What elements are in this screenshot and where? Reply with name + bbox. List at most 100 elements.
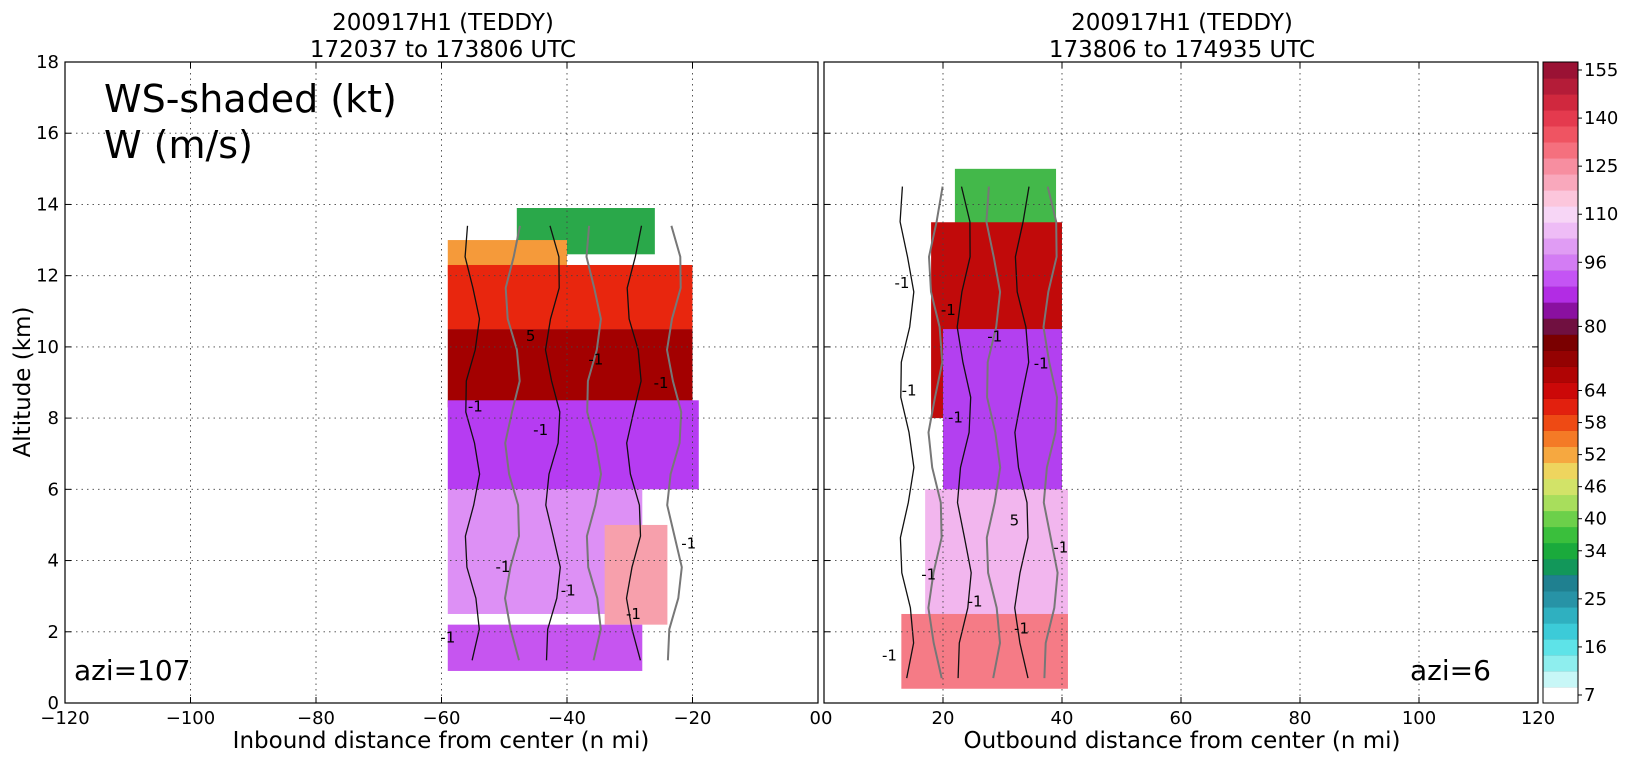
colorbar-swatch (1543, 94, 1578, 111)
y-tick-label: 10 (36, 337, 59, 358)
y-tick-label: 0 (48, 693, 59, 714)
field-layer-3 (447, 329, 693, 408)
colorbar-tick-label: 34 (1584, 541, 1607, 562)
field-layer-6 (604, 524, 668, 625)
contour-label: -1 (654, 374, 669, 392)
colorbar-swatch (1543, 142, 1578, 159)
x-tick-label: 0 (810, 708, 821, 729)
colorbar-swatch (1543, 494, 1578, 512)
x-tick-label: −40 (548, 708, 586, 729)
colorbar-tick-label: 7 (1584, 685, 1595, 706)
contour-label: 5 (526, 327, 536, 345)
contour-label: -1 (1034, 355, 1049, 373)
contour-label: -1 (941, 301, 956, 319)
colorbar-swatch (1543, 254, 1578, 271)
w-contour-3 (985, 186, 1002, 679)
x-tick-label: 40 (1051, 708, 1074, 729)
y-tick-label: 4 (48, 551, 59, 572)
colorbar-tick-label: 80 (1584, 316, 1607, 337)
colorbar-swatches (1543, 61, 1578, 704)
w-contour-0 (464, 225, 481, 661)
colorbar-swatch (1543, 638, 1578, 656)
colorbar-tick-label: 40 (1584, 509, 1607, 530)
vertical-velocity-contours (464, 225, 683, 661)
x-tick-label: 60 (1170, 708, 1193, 729)
panel-title-line2: 173806 to 174935 UTC (1049, 37, 1315, 63)
colorbar-swatch (1543, 526, 1578, 544)
colorbar-swatch (1543, 622, 1578, 640)
colorbar-swatch (1543, 158, 1578, 175)
y-tick-label: 12 (36, 266, 59, 287)
colorbar-tick-label: 25 (1584, 589, 1607, 610)
w-contour-5 (665, 225, 683, 661)
contour-label: -1 (1053, 539, 1068, 557)
colorbar-swatch (1543, 670, 1578, 688)
w-contour-1 (927, 186, 944, 679)
colorbar-swatch (1543, 430, 1578, 447)
grid (824, 62, 1538, 703)
field-layer-7 (447, 624, 643, 671)
colorbar-tick-label: 64 (1584, 381, 1607, 402)
y-tick-label: 2 (48, 622, 59, 643)
panel-inbound: 200917H1 (TEDDY) 172037 to 173806 UTC −1… (10, 10, 821, 754)
colorbar-swatch (1543, 462, 1578, 480)
colorbar-swatch (1543, 62, 1578, 79)
x-tick-label: −100 (166, 708, 215, 729)
annotation-ws: WS-shaded (kt) (104, 77, 397, 121)
colorbar-swatch (1543, 110, 1578, 127)
field-layer-4 (901, 613, 1068, 689)
contour-labels: -1 -1 -1 -1 -1 -1 -1 -1 -1 -1 5 -1 (882, 274, 1068, 664)
wind-speed-field (447, 208, 699, 671)
w-contour-4 (625, 225, 643, 661)
colorbar-swatch (1543, 174, 1578, 191)
colorbar-swatch (1543, 606, 1578, 624)
x-tick-label: 80 (1289, 708, 1312, 729)
contour-label: -1 (561, 581, 576, 599)
x-tick-label: −20 (674, 708, 712, 729)
colorbar-swatch (1543, 302, 1578, 319)
contour-label: -1 (468, 397, 483, 415)
x-tick-label: 20 (932, 708, 955, 729)
colorbar-tick-label: 52 (1584, 445, 1607, 466)
colorbar-swatch (1543, 446, 1578, 464)
contour-label: -1 (496, 558, 511, 576)
colorbar-tick-label: 58 (1584, 413, 1607, 434)
panel-title-line2: 172037 to 173806 UTC (310, 37, 576, 63)
colorbar-swatch (1543, 398, 1578, 415)
colorbar-swatch (1543, 126, 1578, 143)
colorbar-swatch (1543, 590, 1578, 608)
azimuth-label: azi=107 (74, 654, 191, 687)
w-contour-0 (899, 186, 915, 679)
field-layer-4 (447, 400, 699, 490)
colorbar-swatch (1543, 574, 1578, 592)
colorbar-tick-label: 110 (1584, 204, 1618, 225)
colorbar-swatch (1543, 366, 1578, 383)
y-tick-label: 16 (36, 123, 59, 144)
colorbar-swatch (1543, 542, 1578, 560)
colorbar-tick-label: 125 (1584, 156, 1618, 177)
colorbar-swatch (1543, 78, 1578, 95)
contour-label: -1 (440, 628, 455, 646)
contour-label: -1 (902, 382, 917, 400)
panel-title-line1: 200917H1 (TEDDY) (332, 10, 554, 36)
y-tick-label: 14 (36, 194, 59, 215)
w-contour-2 (544, 225, 561, 661)
y-axis-ticks (824, 61, 1538, 704)
x-axis-label: Outbound distance from center (n mi) (964, 728, 1401, 754)
w-contour-2 (956, 186, 972, 679)
colorbar-frame (1542, 61, 1579, 704)
colorbar-swatch (1543, 206, 1578, 223)
field-layer-2 (447, 264, 693, 330)
x-tick-label: −80 (297, 708, 335, 729)
contour-label: -1 (921, 566, 936, 584)
y-tick-label: 6 (48, 479, 59, 500)
y-axis-label: Altitude (km) (10, 307, 36, 458)
colorbar-swatch (1543, 318, 1578, 335)
colorbar-tick-label: 46 (1584, 477, 1607, 498)
contour-label: -1 (882, 646, 897, 664)
contour-label: -1 (948, 408, 963, 426)
colorbar-swatch (1543, 382, 1578, 399)
contour-label: -1 (987, 328, 1002, 346)
colorbar-tick-label: 140 (1584, 108, 1618, 129)
panel-outbound: 200917H1 (TEDDY) 173806 to 174935 UTC 0 2… (821, 10, 1555, 754)
